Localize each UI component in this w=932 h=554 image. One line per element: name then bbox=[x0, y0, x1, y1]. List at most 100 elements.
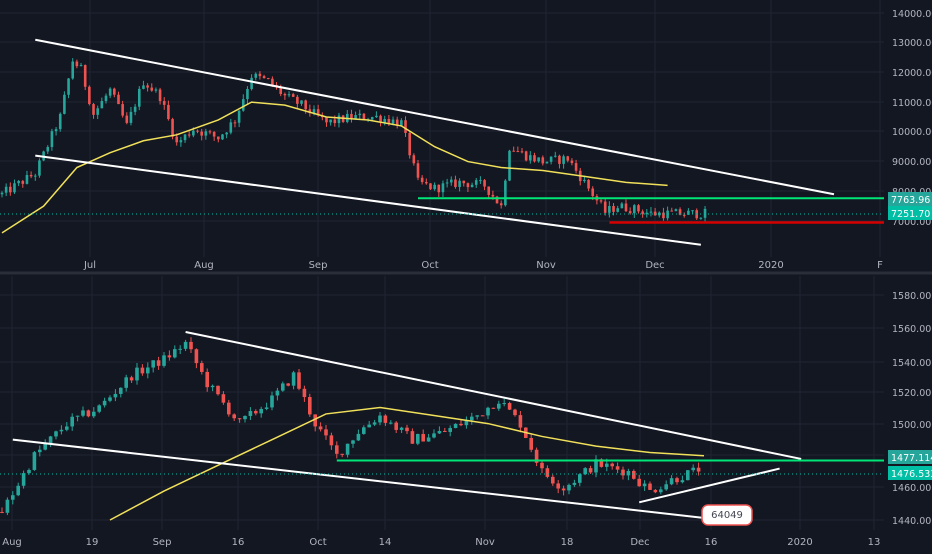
candle-body bbox=[516, 151, 520, 153]
candle-body bbox=[487, 186, 491, 195]
candle-body bbox=[653, 211, 657, 216]
x-tick-label: Sep bbox=[309, 260, 328, 271]
candle-body bbox=[217, 136, 220, 140]
candle-body bbox=[312, 109, 316, 114]
candle-body bbox=[662, 212, 665, 219]
candle-body bbox=[534, 449, 539, 463]
candle-body bbox=[583, 179, 586, 182]
candle-body bbox=[70, 416, 74, 427]
x-tick-label: Nov bbox=[475, 537, 495, 548]
moving-average-line[interactable] bbox=[109, 406, 705, 521]
candle-body bbox=[659, 489, 663, 493]
candle-body bbox=[237, 418, 242, 420]
price-label-level[interactable]: 1477.114 bbox=[888, 450, 932, 464]
candle-body bbox=[291, 372, 296, 386]
candle-body bbox=[117, 94, 120, 105]
candle-body bbox=[275, 390, 280, 396]
candle-body bbox=[421, 434, 425, 442]
candle-body bbox=[545, 161, 549, 164]
candle-body bbox=[250, 77, 253, 90]
y-tick-label: 1500.00 bbox=[892, 420, 931, 431]
x-tick-label: Dec bbox=[630, 537, 649, 548]
candle-body bbox=[189, 341, 193, 350]
candle-body bbox=[75, 61, 79, 67]
candle-body bbox=[158, 89, 162, 102]
candle-body bbox=[383, 118, 387, 123]
candle-body bbox=[556, 483, 560, 489]
candle-body bbox=[356, 433, 361, 441]
candle-body bbox=[358, 113, 362, 116]
candle-body bbox=[437, 184, 441, 193]
y-tick-label: 1520.00 bbox=[892, 388, 931, 399]
candle-body bbox=[140, 367, 145, 374]
candle-body bbox=[437, 430, 442, 434]
candle-body bbox=[92, 104, 95, 115]
candle-body bbox=[156, 360, 161, 366]
candle-body bbox=[486, 407, 490, 416]
candle-body bbox=[335, 445, 339, 454]
candle-body bbox=[648, 483, 652, 490]
trendline-upper[interactable] bbox=[35, 38, 835, 196]
candle-body bbox=[227, 402, 231, 415]
candle-body bbox=[367, 424, 371, 428]
candle-body bbox=[480, 415, 485, 417]
candle-body bbox=[453, 423, 458, 429]
candle-body bbox=[146, 85, 149, 88]
candle-body bbox=[46, 147, 50, 152]
candle-body bbox=[38, 160, 41, 176]
candle-body bbox=[135, 367, 139, 381]
candle-body bbox=[162, 101, 166, 105]
candle-body bbox=[48, 436, 53, 444]
candle-body bbox=[9, 186, 12, 193]
candle-body bbox=[154, 89, 158, 91]
top-price-panel[interactable]: 14000.00 13000.00 12000.00 11000.00 10000.00… bbox=[0, 0, 932, 271]
candle-body bbox=[491, 194, 495, 197]
candle-body bbox=[518, 415, 523, 428]
candle-body bbox=[133, 106, 137, 112]
trendline-lower[interactable] bbox=[12, 438, 737, 523]
price-label-level-text: 1477.114 bbox=[891, 453, 932, 464]
candle-body bbox=[248, 411, 253, 416]
trendline-lower[interactable] bbox=[35, 154, 702, 246]
candle-body bbox=[703, 208, 707, 218]
candle-body bbox=[113, 393, 118, 398]
candle-body bbox=[79, 65, 83, 67]
x-tick-label: 2020 bbox=[758, 260, 783, 271]
x-tick-label: 14 bbox=[379, 537, 392, 548]
price-note-badge[interactable]: 64049 bbox=[701, 504, 753, 526]
candle-body bbox=[221, 394, 226, 403]
candle-body bbox=[626, 470, 631, 476]
x-tick-label: Jul bbox=[83, 260, 96, 271]
candle-body bbox=[508, 150, 511, 181]
candle-body bbox=[466, 183, 470, 188]
candle-body bbox=[404, 120, 407, 133]
candle-body bbox=[443, 430, 447, 432]
candle-body bbox=[318, 426, 323, 430]
x-tick-label: F bbox=[877, 260, 883, 271]
moving-average-line[interactable] bbox=[1, 101, 668, 234]
candle-body bbox=[426, 437, 431, 442]
candle-body bbox=[394, 422, 398, 430]
candle-body bbox=[549, 156, 553, 162]
candle-body bbox=[246, 89, 249, 100]
candle-body bbox=[675, 478, 679, 483]
candle-body bbox=[316, 109, 320, 116]
price-label-current[interactable]: 7251.70 bbox=[888, 206, 932, 220]
price-label-level[interactable]: 7763.96 bbox=[888, 192, 932, 206]
candle-body bbox=[529, 155, 532, 161]
candle-body bbox=[674, 209, 678, 212]
candle-body bbox=[410, 431, 415, 444]
trendline-upper[interactable] bbox=[185, 330, 802, 460]
candle-body bbox=[459, 423, 463, 426]
candle-body bbox=[281, 383, 285, 391]
candle-body bbox=[572, 482, 577, 485]
candle-body bbox=[474, 180, 478, 185]
candle-body bbox=[54, 129, 58, 132]
candle-body bbox=[645, 212, 649, 215]
candle-body bbox=[574, 163, 578, 171]
candle-body bbox=[100, 101, 104, 109]
candle-body bbox=[178, 348, 182, 350]
price-label-current[interactable]: 1476.533 bbox=[888, 466, 932, 480]
bottom-price-panel[interactable]: 1580.001560.001540.001520.001500.001480.… bbox=[0, 276, 932, 548]
